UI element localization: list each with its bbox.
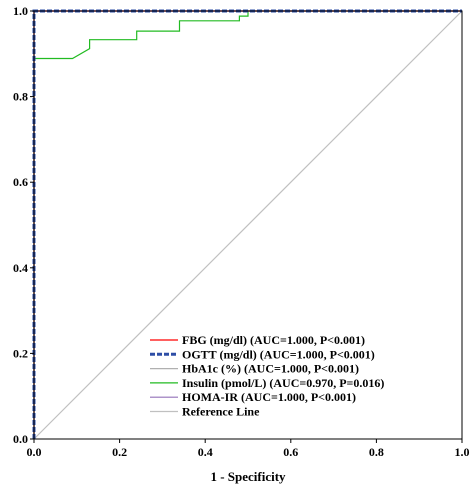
y-tick-label: 0.0 xyxy=(13,432,28,446)
legend-label-1: OGTT (mg/dl) (AUC=1.000, P<0.001) xyxy=(182,347,375,361)
legend: FBG (mg/dl) (AUC=1.000, P<0.001)OGTT (mg… xyxy=(150,333,384,419)
legend-label-3: Insulin (pmol/L) (AUC=0.970, P=0.016) xyxy=(182,376,384,390)
series-line-5 xyxy=(33,10,463,440)
legend-label-5: Reference Line xyxy=(182,405,260,419)
x-tick-label: 0.4 xyxy=(198,445,213,459)
series-line-3 xyxy=(33,10,462,439)
y-tick-label: 0.6 xyxy=(13,175,28,189)
axes: 0.0 0.2 0.4 0.6 0.8 1.0 0.0 0.2 0.4 0.6 0.8 1.0 xyxy=(13,4,470,459)
y-tick-label: 0.4 xyxy=(13,261,28,275)
y-tick-label: 1.0 xyxy=(13,4,28,18)
x-tick-label: 0.6 xyxy=(283,445,298,459)
x-axis-title: 1 - Specificity xyxy=(210,469,286,484)
x-tick-label: 0.8 xyxy=(369,445,384,459)
y-tick-label: 0.8 xyxy=(13,90,28,104)
legend-label-0: FBG (mg/dl) (AUC=1.000, P<0.001) xyxy=(182,333,365,347)
y-tick-label: 0.2 xyxy=(13,346,28,360)
plot-frame xyxy=(33,10,463,440)
x-tick-label: 1.0 xyxy=(455,445,470,459)
legend-label-2: HbA1c (%) (AUC=1.000, P<0.001) xyxy=(182,362,359,376)
x-tick-label: 0.0 xyxy=(27,445,42,459)
legend-label-4: HOMA-IR (AUC=1.000, P<0.001) xyxy=(182,390,356,404)
x-tick-label: 0.2 xyxy=(112,445,127,459)
